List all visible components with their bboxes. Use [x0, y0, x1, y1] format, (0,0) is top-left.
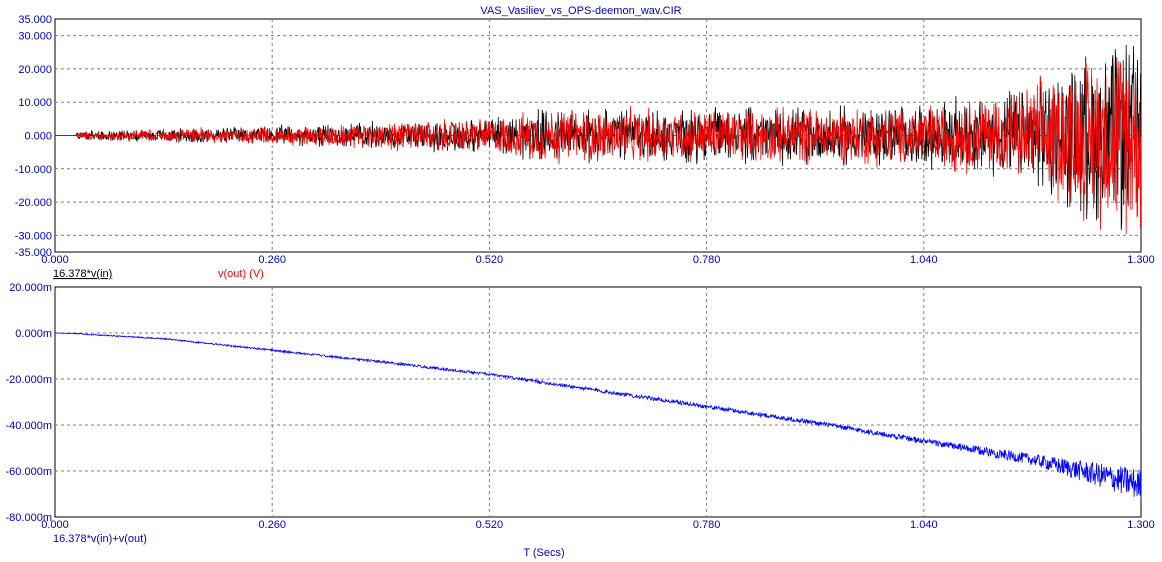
y-tick-label: -20.000m: [6, 374, 52, 386]
y-tick-label: 0.000m: [15, 328, 52, 340]
y-tick-label: 0.000: [24, 131, 52, 143]
y-tick-label: -40.000m: [6, 420, 52, 432]
x-tick-label: 0.000: [41, 254, 69, 266]
top-panel: 35.000 30.000 20.000 10.000 0.000 -10.000 -20.…: [15, 14, 1155, 280]
y-tick-label: -20.000: [15, 197, 52, 209]
y-tick-label: -30.000: [15, 230, 52, 242]
bottom-traces: [54, 332, 1142, 500]
x-tick-label: 0.260: [258, 519, 286, 531]
y-tick-label: 30.000: [18, 31, 52, 43]
x-axis-label: T (Secs): [523, 547, 564, 559]
top-traces: [55, 44, 1142, 234]
top-gridlines: [55, 19, 1141, 252]
plot-title: VAS_Vasiliev_vs_OPS-deemon_wav.CIR: [480, 5, 681, 17]
x-tick-label: 0.780: [693, 519, 721, 531]
x-tick-label: 1.300: [1127, 254, 1155, 266]
legend-vin[interactable]: 16.378*v(in): [53, 268, 112, 280]
y-tick-label: 20.000m: [9, 282, 52, 294]
y-tick-label: -80.000m: [6, 512, 52, 524]
bottom-gridlines: [55, 287, 1141, 517]
bottom-y-tick-labels: 20.000m 0.000m -20.000m -40.000m -60.000m -80…: [6, 282, 52, 524]
x-tick-label: 1.040: [910, 519, 938, 531]
x-tick-label: 0.000: [41, 519, 69, 531]
x-tick-label: 0.780: [693, 254, 721, 266]
x-tick-label: 1.040: [910, 254, 938, 266]
y-tick-label: -35.000: [15, 247, 52, 259]
y-tick-label: 10.000: [18, 97, 52, 109]
bottom-panel: 20.000m 0.000m -20.000m -40.000m -60.000m -80…: [6, 282, 1155, 559]
bottom-x-tick-labels: 0.000 0.260 0.520 0.780 1.040 1.300: [41, 519, 1155, 531]
top-x-tick-labels: 0.000 0.260 0.520 0.780 1.040 1.300: [41, 254, 1155, 266]
legend-sum[interactable]: 16.378*v(in)+v(out): [53, 533, 147, 545]
series-line-0: [54, 332, 1142, 500]
x-tick-label: 0.520: [476, 519, 504, 531]
x-tick-label: 1.300: [1127, 519, 1155, 531]
bottom-plot-frame: [54, 286, 1142, 518]
y-tick-label: -10.000: [15, 164, 52, 176]
legend-vout[interactable]: v(out) (V): [218, 268, 264, 280]
y-tick-label: -60.000m: [6, 466, 52, 478]
y-tick-label: 35.000: [18, 14, 52, 26]
top-y-tick-labels: 35.000 30.000 20.000 10.000 0.000 -10.000 -20.…: [15, 14, 52, 259]
x-tick-label: 0.260: [258, 254, 286, 266]
y-tick-label: 20.000: [18, 64, 52, 76]
x-tick-label: 0.520: [476, 254, 504, 266]
series-line-1: [55, 61, 1142, 234]
